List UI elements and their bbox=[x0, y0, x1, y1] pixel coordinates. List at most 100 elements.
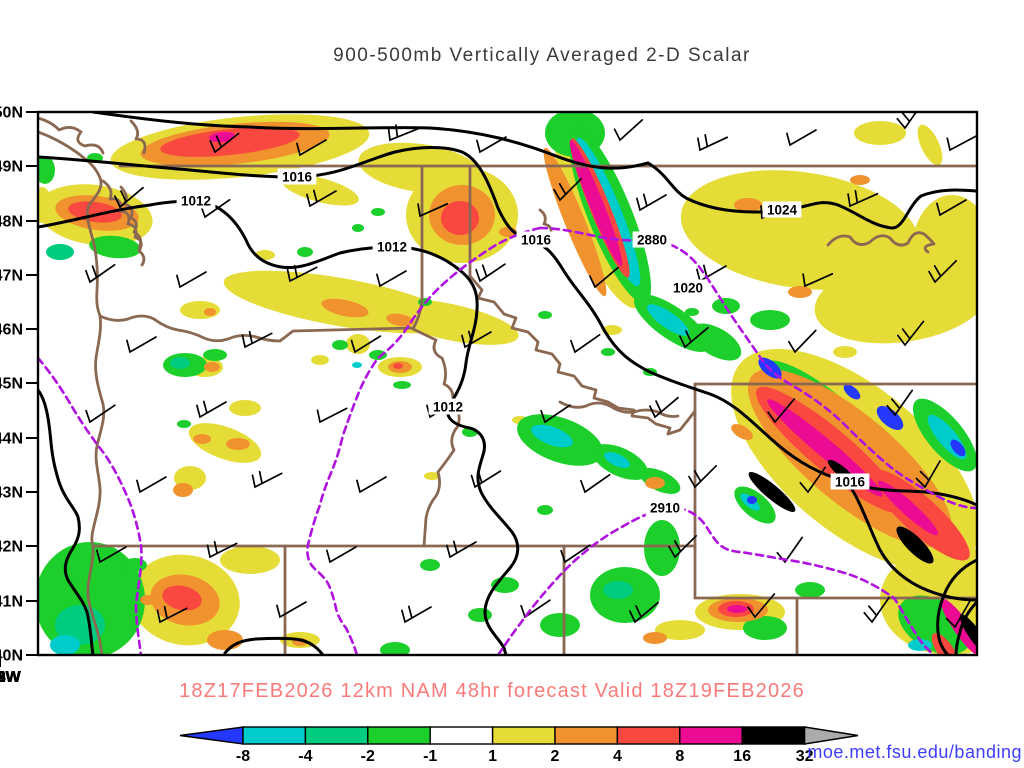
contour-label-box bbox=[372, 238, 412, 255]
shaded-region bbox=[162, 585, 202, 611]
wind-barb bbox=[540, 404, 571, 424]
wind-barb bbox=[417, 202, 449, 218]
wind-barb bbox=[679, 326, 709, 349]
colorbar-segment bbox=[554, 726, 619, 745]
shaded-region bbox=[352, 224, 364, 232]
wind-barb bbox=[276, 601, 307, 619]
forecast-caption: 18Z17FEB2026 12km NAM 48hr forecast Vali… bbox=[179, 680, 805, 702]
contour-label: 1016 bbox=[282, 170, 313, 185]
lon-label: 120W bbox=[0, 669, 22, 686]
wind-barb bbox=[688, 464, 718, 489]
shaded-region bbox=[727, 605, 747, 613]
lon-label: 110W bbox=[0, 669, 21, 686]
contour-label-box bbox=[645, 499, 685, 516]
shaded-region bbox=[690, 323, 742, 361]
state-border bbox=[411, 164, 424, 331]
wind-barb bbox=[96, 546, 127, 564]
colorbar-label: 32 bbox=[796, 748, 814, 765]
axes: 50N 49N 48N 47N 46N 45N 44N 43N 42N 41N 40N 124W122… bbox=[0, 105, 38, 686]
wind-barb bbox=[786, 129, 817, 147]
shaded-region bbox=[912, 195, 977, 305]
shaded-region bbox=[123, 558, 147, 572]
shaded-region bbox=[204, 308, 216, 316]
shaded-region bbox=[140, 595, 156, 605]
state-border bbox=[468, 274, 697, 436]
shaded-region bbox=[369, 350, 387, 360]
lat-label: 43N bbox=[0, 485, 23, 502]
shaded-region bbox=[531, 424, 573, 448]
lat-label: 45N bbox=[0, 376, 23, 393]
colorbar-right-arrow bbox=[803, 726, 859, 745]
lat-label: 44N bbox=[0, 431, 23, 448]
wind-barb bbox=[668, 534, 698, 559]
shaded-region bbox=[647, 304, 689, 336]
contour-label-box bbox=[516, 231, 556, 248]
wind-barb bbox=[126, 336, 157, 354]
lat-label: 41N bbox=[0, 594, 23, 611]
shaded-region bbox=[297, 247, 313, 257]
shaded-region bbox=[645, 477, 665, 489]
title-line-1: 900-500mb Vertically Averaged 2-D Scalar bbox=[333, 45, 751, 66]
wind-barb bbox=[802, 272, 834, 288]
colorbar-label: 2 bbox=[551, 748, 560, 765]
colorbar-label: 16 bbox=[733, 748, 751, 765]
site-link[interactable]: moe.met.fsu.edu/banding bbox=[807, 742, 1022, 762]
shaded-region bbox=[209, 131, 235, 143]
height-contours bbox=[38, 226, 977, 655]
shaded-region bbox=[743, 616, 787, 640]
shaded-region bbox=[468, 608, 492, 622]
shaded-region bbox=[229, 400, 261, 416]
state-border bbox=[38, 116, 105, 155]
wind-barb bbox=[553, 177, 583, 202]
mslp-contour bbox=[38, 388, 95, 655]
shaded-region bbox=[896, 526, 934, 564]
lon-label: 122W bbox=[0, 669, 22, 686]
shaded-region bbox=[371, 208, 385, 216]
wind-barb bbox=[156, 605, 188, 624]
wind-barb bbox=[350, 335, 382, 354]
wind-barb bbox=[767, 398, 796, 424]
colorbar-segment bbox=[679, 726, 743, 745]
shaded-region bbox=[537, 505, 553, 515]
state-border bbox=[98, 314, 415, 343]
lon-label: 116W bbox=[0, 669, 21, 686]
colorbar-label: 8 bbox=[675, 748, 684, 765]
colorbar-label: -1 bbox=[423, 748, 437, 765]
wind-barb bbox=[200, 198, 231, 219]
contour-label-box bbox=[668, 279, 708, 296]
wind-barb bbox=[560, 544, 591, 564]
wind-barb bbox=[697, 133, 729, 152]
shaded-region bbox=[160, 127, 300, 157]
shaded-region bbox=[750, 310, 790, 330]
wind-barb bbox=[945, 600, 971, 629]
shaded-region bbox=[50, 635, 80, 655]
wind-barb bbox=[886, 389, 914, 417]
contour-label: 2910 bbox=[650, 501, 680, 516]
shaded-region bbox=[843, 384, 861, 400]
shaded-region bbox=[380, 642, 410, 655]
contour-label-box bbox=[277, 168, 317, 185]
colorbar-segment bbox=[491, 726, 556, 745]
state-border bbox=[826, 231, 936, 254]
shaded-region bbox=[601, 348, 615, 356]
wind-barb bbox=[747, 593, 776, 619]
wind-barb bbox=[196, 400, 227, 419]
mslp-contour bbox=[38, 199, 520, 655]
shaded-region bbox=[850, 175, 870, 185]
contour-label: 1024 bbox=[767, 203, 798, 218]
colorbar-label: -8 bbox=[236, 748, 250, 765]
shaded-region bbox=[207, 630, 243, 650]
shaded-region bbox=[204, 362, 220, 372]
contour-label-box bbox=[762, 201, 802, 218]
mslp-contour bbox=[848, 484, 977, 602]
shaded-region bbox=[767, 399, 883, 497]
wind-barb bbox=[85, 404, 116, 424]
contour-label: 1012 bbox=[377, 240, 407, 255]
mslp-contour bbox=[954, 600, 977, 655]
contour-label-box bbox=[632, 231, 672, 248]
wind-barb bbox=[847, 189, 879, 208]
contour-label: 1020 bbox=[673, 281, 703, 296]
shaded-region bbox=[959, 614, 977, 655]
colorbar-label: 4 bbox=[613, 748, 622, 765]
